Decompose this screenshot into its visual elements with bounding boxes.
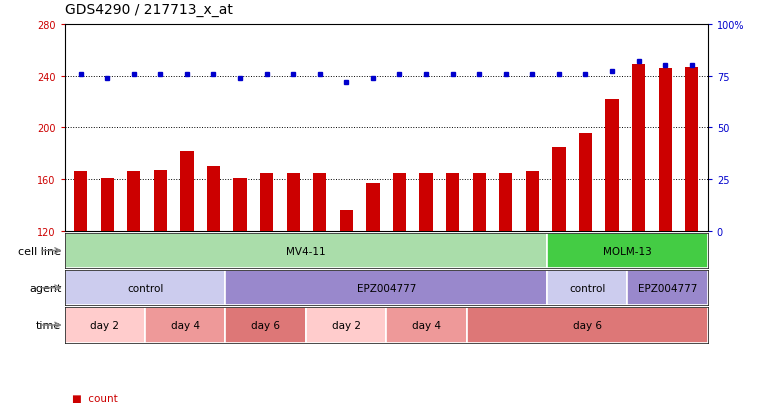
Bar <box>65 308 145 343</box>
Bar <box>658 69 672 231</box>
Text: day 6: day 6 <box>573 320 602 330</box>
Text: control: control <box>127 283 164 293</box>
Text: day 4: day 4 <box>170 320 199 330</box>
Text: GDS4290 / 217713_x_at: GDS4290 / 217713_x_at <box>65 2 233 17</box>
Bar <box>547 271 627 306</box>
Bar <box>627 271 708 306</box>
Bar <box>466 308 708 343</box>
Bar <box>339 211 353 231</box>
Bar <box>127 172 141 231</box>
Bar <box>180 151 193 231</box>
Bar <box>547 233 708 268</box>
Bar <box>579 133 592 231</box>
Text: time: time <box>37 320 62 330</box>
Bar <box>100 178 114 231</box>
Bar <box>526 172 539 231</box>
Text: day 6: day 6 <box>251 320 280 330</box>
Bar <box>632 65 645 231</box>
Text: ■  count: ■ count <box>72 393 118 403</box>
Bar <box>65 271 225 306</box>
Text: MOLM-13: MOLM-13 <box>603 246 651 256</box>
Bar <box>446 173 460 231</box>
Bar <box>287 173 300 231</box>
Bar <box>207 167 220 231</box>
Text: MV4-11: MV4-11 <box>286 246 326 256</box>
Bar <box>225 271 547 306</box>
Text: control: control <box>569 283 605 293</box>
Bar <box>313 173 326 231</box>
Bar <box>386 308 466 343</box>
Bar <box>65 233 547 268</box>
Text: day 2: day 2 <box>332 320 361 330</box>
Bar <box>306 308 386 343</box>
Bar <box>145 308 225 343</box>
Bar <box>499 173 512 231</box>
Bar <box>366 183 380 231</box>
Text: EPZ004777: EPZ004777 <box>356 283 416 293</box>
Bar <box>74 172 88 231</box>
Bar <box>393 173 406 231</box>
Bar <box>225 308 306 343</box>
Bar <box>552 147 565 231</box>
Text: agent: agent <box>29 283 62 293</box>
Text: EPZ004777: EPZ004777 <box>638 283 697 293</box>
Bar <box>234 178 247 231</box>
Bar <box>154 171 167 231</box>
Bar <box>473 173 486 231</box>
Text: day 2: day 2 <box>91 320 119 330</box>
Text: day 4: day 4 <box>412 320 441 330</box>
Bar <box>606 100 619 231</box>
Text: cell line: cell line <box>18 246 62 256</box>
Bar <box>419 173 433 231</box>
Bar <box>260 173 273 231</box>
Bar <box>685 67 699 231</box>
